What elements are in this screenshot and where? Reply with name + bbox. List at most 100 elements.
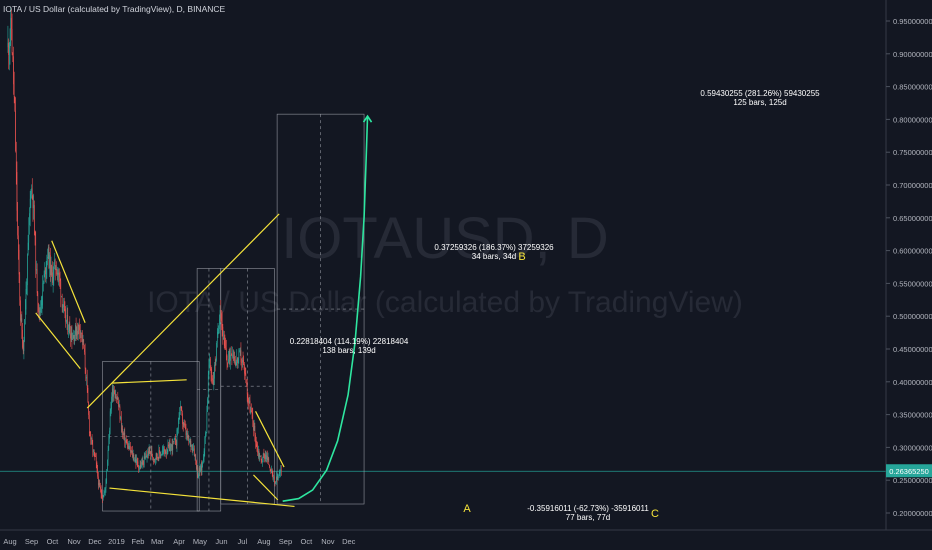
price-axis[interactable]: 0.95000000 0.90000000 0.85000000 0.80000000… xyxy=(885,0,932,530)
candle xyxy=(34,200,35,236)
candle xyxy=(262,452,264,463)
candle xyxy=(47,244,49,260)
candle xyxy=(264,453,265,463)
candle xyxy=(190,438,192,453)
candle xyxy=(250,406,251,415)
candle xyxy=(136,454,137,466)
candle xyxy=(122,425,123,439)
candle xyxy=(20,314,22,323)
measure-label-3-line1: -0.35916011 (-62.73%) -35916011 xyxy=(527,504,649,513)
candle xyxy=(198,463,200,478)
candle xyxy=(176,427,178,452)
candle xyxy=(112,384,114,402)
measure-label-4-line1: 0.59430255 (281.26%) 59430255 xyxy=(700,89,820,98)
candle xyxy=(62,304,64,313)
candle xyxy=(163,444,165,455)
candle xyxy=(71,324,73,349)
candle xyxy=(158,444,160,462)
candle xyxy=(48,244,50,270)
candle xyxy=(241,358,242,371)
candle xyxy=(159,447,160,459)
candle xyxy=(53,262,55,286)
candle xyxy=(184,419,185,428)
time-axis[interactable]: Aug Sep Oct Nov Dec 2019 Feb Mar Apr May Jun Jul Aug… xyxy=(0,529,932,546)
candle xyxy=(148,447,149,459)
candle xyxy=(199,465,201,477)
candle xyxy=(149,446,151,454)
candle xyxy=(79,324,81,343)
candle xyxy=(52,261,53,286)
candle xyxy=(22,322,23,350)
candle xyxy=(146,450,147,458)
candle xyxy=(155,457,156,466)
candle xyxy=(267,450,268,464)
candle xyxy=(32,194,34,222)
trendline xyxy=(51,240,86,323)
candle xyxy=(244,366,246,376)
candle xyxy=(15,97,16,153)
candle xyxy=(26,278,27,295)
candle xyxy=(192,444,194,456)
candle xyxy=(262,456,263,467)
candle xyxy=(25,281,27,315)
candle xyxy=(45,266,46,283)
candle xyxy=(118,399,120,408)
candle xyxy=(15,141,17,185)
candle xyxy=(44,262,46,278)
candle xyxy=(244,362,245,380)
candle xyxy=(196,459,197,471)
wave-label-c: C xyxy=(651,508,659,520)
candle xyxy=(251,403,252,413)
candle xyxy=(210,365,212,382)
candle xyxy=(207,370,209,404)
candle xyxy=(104,487,106,496)
candle xyxy=(139,465,140,473)
watermark-description: IOTA / US Dollar (calculated by TradingV… xyxy=(147,286,743,319)
candle xyxy=(117,391,119,404)
candle xyxy=(85,367,87,382)
candle xyxy=(238,348,240,364)
candle xyxy=(156,452,158,460)
candle xyxy=(127,439,128,450)
candle xyxy=(144,453,146,460)
measure-boxes xyxy=(102,113,365,512)
candle xyxy=(248,397,250,404)
candle xyxy=(280,465,281,478)
candle xyxy=(104,487,105,496)
candle xyxy=(137,458,139,468)
candle xyxy=(67,307,69,335)
y-tick-label: 0.55000000 xyxy=(893,279,932,288)
watermark-ticker: IOTAUSD, D xyxy=(281,206,609,271)
candle xyxy=(22,340,24,355)
candle xyxy=(35,231,37,278)
candle xyxy=(140,460,142,470)
x-tick-label: Sep xyxy=(279,537,292,546)
candle xyxy=(161,453,162,456)
candle xyxy=(98,471,99,490)
candle xyxy=(108,434,110,451)
trendline xyxy=(109,487,295,508)
candle xyxy=(151,445,153,457)
candle xyxy=(143,452,145,468)
candle xyxy=(116,396,118,400)
candle xyxy=(152,457,154,465)
candle xyxy=(29,207,30,235)
candle xyxy=(157,456,159,462)
candle xyxy=(28,217,30,251)
candle xyxy=(179,406,181,420)
candle xyxy=(59,268,60,287)
candle xyxy=(191,444,193,453)
x-tick-label: Jul xyxy=(238,537,248,546)
candle xyxy=(10,7,11,46)
candle xyxy=(115,389,117,399)
candle xyxy=(280,465,282,476)
candle xyxy=(120,415,121,421)
candle xyxy=(171,443,172,452)
candle xyxy=(130,449,132,454)
candle xyxy=(109,408,111,435)
y-tick-label: 0.45000000 xyxy=(893,345,932,354)
candle xyxy=(258,448,260,461)
measure-label-2-line1: 0.37259326 (186.37%) 37259326 xyxy=(434,243,554,252)
candle xyxy=(184,420,186,430)
